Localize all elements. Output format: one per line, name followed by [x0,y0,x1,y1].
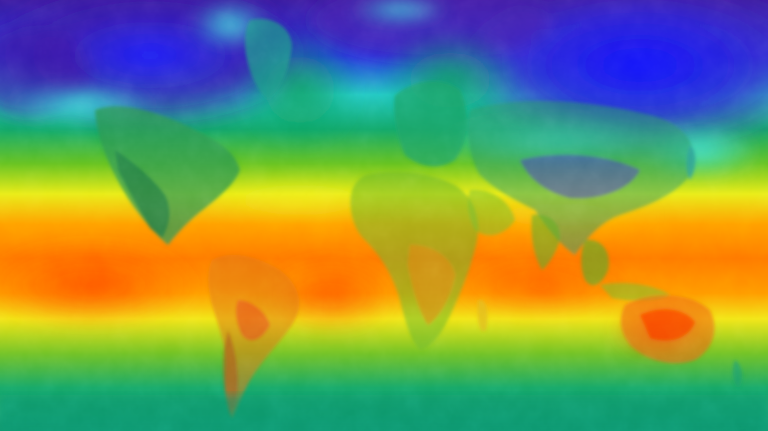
temperature-map-svg [0,0,768,431]
temperature-map [0,0,768,431]
texture-overlay [0,0,768,431]
